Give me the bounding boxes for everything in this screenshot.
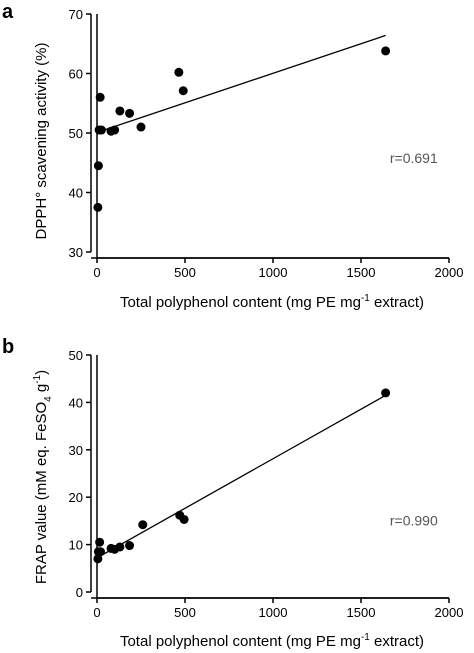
panel-a-data-point xyxy=(136,122,146,132)
panel-b-x-axis-title-main: Total polyphenol content (mg PE mg xyxy=(120,633,361,650)
panel-a-x-tick-label: 500 xyxy=(174,265,196,280)
panel-a-data-point xyxy=(93,161,103,171)
panel-a-x-axis-title: Total polyphenol content (mg PE mg-1 ext… xyxy=(120,293,424,311)
panel-b-y-axis-title: FRAP value (mM eq. FeSO4 g-1) xyxy=(32,370,54,584)
panel-letter-a: a xyxy=(2,1,14,23)
panel-b-x-axis-title-tail: extract) xyxy=(370,633,424,650)
panel-b-x-axis-title-sup: -1 xyxy=(361,632,370,643)
panel-a-data-point xyxy=(178,86,188,96)
panel-b-data-point xyxy=(381,388,391,398)
panel-b-data-point xyxy=(179,514,189,524)
panel-a-data-point xyxy=(110,125,120,135)
panel-b-y-axis-title-g: g xyxy=(33,384,50,397)
panel-a-data-marks: r=0.691 xyxy=(93,34,438,212)
panel-a-x-axis-title-main: Total polyphenol content (mg PE mg xyxy=(120,294,361,311)
panel-a-data-point xyxy=(125,108,135,118)
panel-a-regression-line xyxy=(96,34,386,134)
panel-b-x-tick-label: 1500 xyxy=(347,605,376,620)
panel-b-y-axis-title-sub: 4 xyxy=(43,396,54,402)
panel-b-y-tick-label: 50 xyxy=(69,348,83,363)
panel-a-correlation-annotation: r=0.691 xyxy=(390,150,438,166)
panel-a-data-point xyxy=(174,67,184,77)
panel-a-x-axis-title-sup: -1 xyxy=(361,293,370,304)
panel-b-x-tick-label: 1000 xyxy=(259,605,288,620)
panel-b-y-tick-label: 40 xyxy=(69,395,83,410)
panel-b-data-point xyxy=(138,520,148,530)
panel-b-correlation-annotation: r=0.990 xyxy=(390,513,438,529)
panel-b-x-tick-label: 500 xyxy=(174,605,196,620)
panel-b-data-point xyxy=(93,554,103,564)
panel-a-y-tick-label: 40 xyxy=(69,186,83,201)
panel-a-y-tick-label: 60 xyxy=(69,67,83,82)
panel-b-data-point xyxy=(96,547,106,557)
panel-a-y-axis-title: DPPH° scavening activity (%) xyxy=(33,43,50,240)
panel-b-data-point xyxy=(95,537,105,547)
panel-a-x-tick-label: 0 xyxy=(93,265,100,280)
panel-b-y-tick-label: 30 xyxy=(69,443,83,458)
panel-a-data-point xyxy=(381,46,391,56)
panel-b-x-axis-title: Total polyphenol content (mg PE mg-1 ext… xyxy=(120,632,424,650)
panel-b-data-point xyxy=(115,542,125,552)
panel-a-axes: 30 40 50 60 70 0 500 1000 1500 2000 xyxy=(69,7,464,280)
panel-b-y-tick-label: 10 xyxy=(69,538,83,553)
panel-a-x-axis-title-tail: extract) xyxy=(370,294,424,311)
panel-a-y-tick-label: 30 xyxy=(69,245,83,260)
panel-a-y-tick-label: 50 xyxy=(69,126,83,141)
panel-a-x-tick-label: 1500 xyxy=(347,265,376,280)
panel-b-y-axis-title-sup: -1 xyxy=(32,374,43,383)
panel-b-y-tick-label: 0 xyxy=(76,585,83,600)
panel-a-data-point xyxy=(96,125,106,135)
panel-b-x-tick-label: 2000 xyxy=(435,605,464,620)
panel-a-chart: 30 40 50 60 70 0 500 1000 1500 2000 r=0.691 DPPH°… xyxy=(33,7,463,311)
panel-b-y-axis-title-end: ) xyxy=(33,370,50,375)
panel-a-data-point xyxy=(115,106,125,116)
panel-b-y-tick-label: 20 xyxy=(69,490,83,505)
panel-a-x-tick-label: 1000 xyxy=(259,265,288,280)
panel-b-data-point xyxy=(125,541,135,551)
panel-a-data-point xyxy=(95,92,105,102)
panel-b-y-axis-title-main: FRAP value (mM eq. FeSO xyxy=(33,402,50,584)
panel-b-data-marks: r=0.990 xyxy=(93,388,438,564)
panel-b-regression-line xyxy=(96,394,386,559)
panel-a-y-tick-label: 70 xyxy=(69,7,83,22)
panel-a-x-tick-label: 2000 xyxy=(435,265,464,280)
panel-letter-b: b xyxy=(2,336,14,358)
panel-a-data-point xyxy=(93,202,103,212)
panel-b-x-tick-label: 0 xyxy=(93,605,100,620)
